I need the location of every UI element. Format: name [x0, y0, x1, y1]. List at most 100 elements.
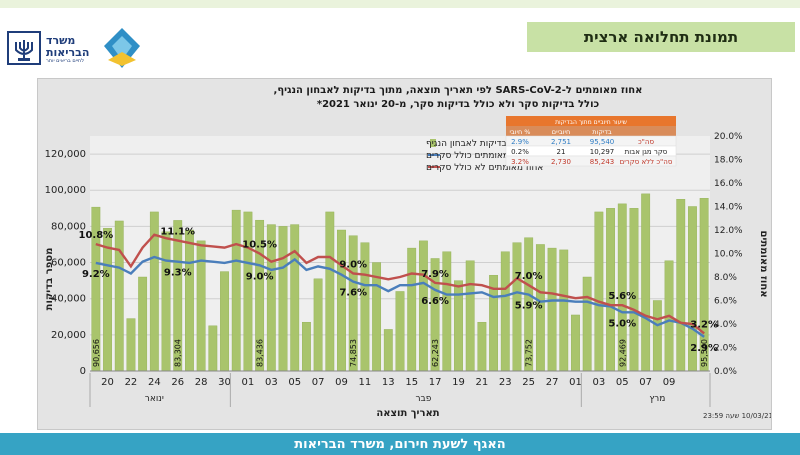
- x-tick-label: 13: [382, 377, 395, 388]
- x-tick-label: 15: [405, 377, 418, 388]
- x-tick-label: 01: [569, 377, 582, 388]
- x-tick-label: 26: [171, 377, 184, 388]
- summary-table: שיעור חיוביים מתוך הבדיקות % חיובי חיוביים…: [505, 116, 677, 167]
- y2-axis-ticks: 0.0% 2.0% 4.0% 6.0% 8.0% 10.0% 12.0% 14.0% 16.0%…: [714, 132, 743, 377]
- logo-tagline: לחיים בריאים יותר: [46, 58, 85, 64]
- bar-value-label: 73,752: [525, 339, 534, 367]
- table-cell: 2.9%: [511, 138, 529, 146]
- bar: [559, 249, 569, 372]
- chart-panel: אחוז מאומתים ל-SARS-CoV-2 לפי תאריך תוצא…: [37, 78, 800, 430]
- pct-data-label: 9.2%: [82, 269, 110, 280]
- bar: [652, 300, 662, 372]
- legend-line-excl-label: אחוז מאומתים לא כולל סקרים: [426, 163, 543, 173]
- y2-tick-label: 6.0%: [714, 297, 737, 307]
- pct-data-label: 3.2%: [690, 319, 718, 330]
- bar: [582, 276, 592, 372]
- logo-text-line1: משרד: [46, 34, 76, 47]
- bar-value-label: 92,469: [618, 339, 627, 367]
- table-title-bg: [506, 116, 676, 126]
- x-tick-label: 07: [312, 377, 325, 388]
- x-tick-label: 05: [616, 377, 629, 388]
- menorah-icon: [7, 31, 41, 65]
- bar: [313, 278, 323, 372]
- y-tick-label: 40,000: [51, 294, 86, 305]
- x-tick-label: 24: [148, 377, 161, 388]
- bar: [407, 247, 417, 372]
- bar: [231, 209, 241, 372]
- bar: [126, 318, 136, 372]
- y2-tick-label: 16.0%: [714, 179, 743, 189]
- x-month-label: ינואר: [145, 394, 164, 404]
- x-tick-label: 09: [335, 377, 348, 388]
- bar: [220, 271, 229, 372]
- x-tick-label: 03: [593, 377, 606, 388]
- x-tick-label: 20: [101, 377, 114, 388]
- y2-tick-label: 2.0%: [714, 344, 737, 354]
- table-cell: 10,297: [590, 148, 615, 156]
- bar: [243, 211, 253, 372]
- bar: [290, 224, 300, 372]
- table-row-bg: [505, 155, 677, 167]
- y2-tick-label: 0.0%: [714, 367, 737, 377]
- bar: [465, 260, 475, 372]
- x-month-label: מרץ: [649, 394, 665, 404]
- pct-data-label: 9.0%: [339, 259, 367, 270]
- y2-axis-label: אחוז מאומתים: [758, 231, 769, 298]
- pct-data-label: 9.3%: [164, 268, 192, 279]
- bar-value-label: 62,243: [431, 339, 440, 367]
- table-cell: סה"כ ללא סקרים: [620, 158, 673, 166]
- x-tick-label: 07: [639, 377, 652, 388]
- x-tick-label: 01: [242, 377, 255, 388]
- logo-text-line2: הבריאות: [46, 46, 90, 59]
- x-tick-label: 19: [452, 377, 465, 388]
- table-cell: 2,730: [551, 158, 571, 166]
- footnote: * נתונים מעודכנים ל-10/03/21 שעה 23:59: [703, 412, 771, 420]
- bar: [383, 329, 393, 372]
- y-tick-label: 60,000: [51, 258, 86, 269]
- y2-tick-label: 14.0%: [714, 203, 743, 213]
- bar: [594, 211, 604, 372]
- y2-tick-label: 10.0%: [714, 250, 743, 260]
- x-month-label: פבר: [415, 394, 431, 404]
- ministry-logo: משרד הבריאות לחיים בריאים יותר: [6, 24, 146, 72]
- data-labels: 10.8% 9.2% 11.1% 9.3% 10.5% 9.0% 9.0% 7.6% 7.9% 6…: [78, 227, 718, 367]
- x-tick-label: 09: [663, 377, 676, 388]
- bar-value-label: 90,656: [92, 339, 101, 367]
- bar: [606, 208, 615, 372]
- x-tick-label: 28: [195, 377, 208, 388]
- bar: [114, 220, 124, 372]
- bar: [208, 325, 218, 372]
- y-axis-ticks: 0 20,000 40,000 60,000 80,000 100,000 120,000: [45, 149, 86, 377]
- table-header: חיוביים: [552, 128, 570, 136]
- pct-data-label: 6.6%: [421, 296, 449, 307]
- table-cell: 95,540: [590, 138, 615, 146]
- legend-bar-swatch: [430, 139, 436, 147]
- ministry-emblem-icon: [104, 28, 140, 68]
- bar: [185, 229, 194, 372]
- x-tick-label: 25: [522, 377, 535, 388]
- bar: [395, 291, 405, 372]
- x-tick-label: 21: [476, 377, 489, 388]
- bar: [278, 226, 288, 372]
- table-header-bg: [506, 126, 676, 136]
- table-cell: 3.2%: [511, 158, 529, 166]
- pct-data-label: 9.0%: [246, 271, 274, 282]
- line-incl-surveys: [95, 255, 705, 338]
- y-tick-label: 0: [80, 366, 86, 377]
- pct-data-label: 5.6%: [608, 291, 636, 302]
- y2-tick-label: 12.0%: [714, 226, 743, 236]
- pct-data-label: 5.9%: [515, 301, 543, 312]
- x-tick-label: 23: [499, 377, 512, 388]
- y-axis-label: מספר בדיקות: [44, 248, 55, 311]
- y-tick-label: 20,000: [51, 330, 86, 341]
- x-tick-label: 03: [265, 377, 278, 388]
- bar: [325, 211, 335, 372]
- bar: [676, 199, 686, 372]
- table-header: בדיקות: [592, 128, 612, 136]
- x-tick-label: 05: [288, 377, 301, 388]
- table-cell: 85,243: [590, 158, 615, 166]
- table-header: % חיובי: [510, 128, 531, 136]
- bar: [571, 314, 580, 372]
- bar: [302, 321, 311, 372]
- footer-banner: האגף לשעת חירום, משרד הבריאות: [0, 433, 800, 455]
